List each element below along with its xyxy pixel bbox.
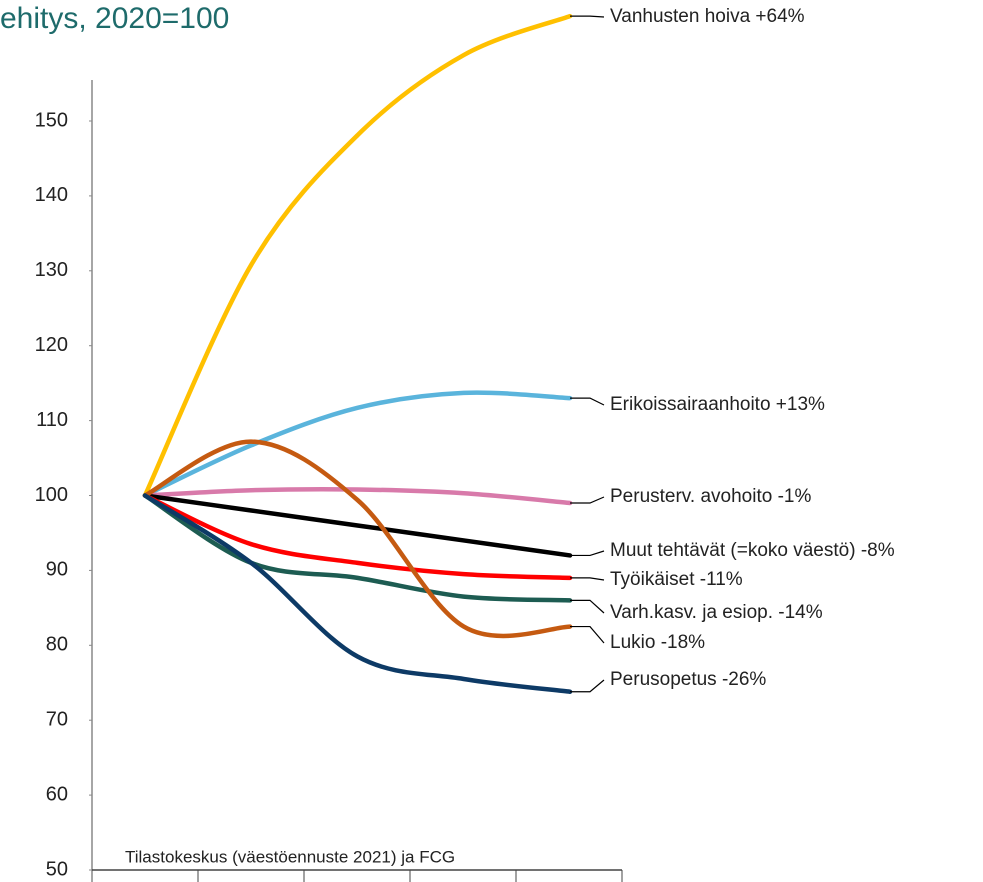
y-tick-label: 60	[46, 783, 68, 805]
legend-label: Työikäiset -11%	[610, 569, 743, 590]
leader-line	[570, 397, 605, 406]
legend-label: Perusterv. avohoito -1%	[610, 486, 811, 507]
series-line	[142, 493, 573, 581]
leader-line	[570, 679, 605, 693]
y-tick-label: 50	[46, 858, 68, 880]
x-tick-label: 2 025	[224, 878, 279, 882]
series-line	[142, 439, 573, 639]
annotation: Tilastokeskus (väestöennuste 2021) ja FC…	[125, 847, 455, 866]
series-line	[142, 390, 573, 498]
y-tick-label: 100	[35, 484, 68, 506]
chart-title: ehitys, 2020=100	[0, 2, 229, 35]
x-tick-label: 2 040	[542, 878, 597, 882]
series-line	[142, 493, 573, 558]
legend-label: Vanhusten hoiva +64%	[610, 6, 805, 27]
legend-label: Muut tehtävät (=koko väestö) -8%	[610, 540, 895, 561]
y-tick-label: 70	[46, 708, 68, 730]
leader-line	[570, 496, 605, 504]
legend-label: Lukio -18%	[610, 632, 705, 653]
y-tick-label: 90	[46, 559, 68, 581]
leader-line	[570, 15, 605, 18]
leader-line	[570, 550, 605, 557]
series-line	[142, 487, 573, 506]
y-tick-label: 80	[46, 634, 68, 656]
x-tick-label: 2 035	[436, 878, 491, 882]
legend-label: Perusopetus -26%	[610, 669, 766, 690]
legend-label: Erikoissairaanhoito +13%	[610, 394, 825, 415]
series-line	[142, 13, 573, 498]
legend-label: Varh.kasv. ja esiop. -14%	[610, 602, 823, 623]
y-tick-label: 150	[35, 109, 68, 131]
series-line	[142, 493, 573, 694]
leader-line	[570, 599, 605, 614]
y-tick-label: 120	[35, 334, 68, 356]
x-tick-label: 2 020	[117, 878, 172, 882]
y-tick-label: 140	[35, 184, 68, 206]
leader-line	[570, 625, 605, 644]
y-tick-label: 130	[35, 259, 68, 281]
leader-line	[570, 577, 605, 581]
y-tick-label: 110	[36, 409, 68, 431]
x-tick-label: 2 030	[330, 878, 385, 882]
series-line	[142, 493, 573, 603]
